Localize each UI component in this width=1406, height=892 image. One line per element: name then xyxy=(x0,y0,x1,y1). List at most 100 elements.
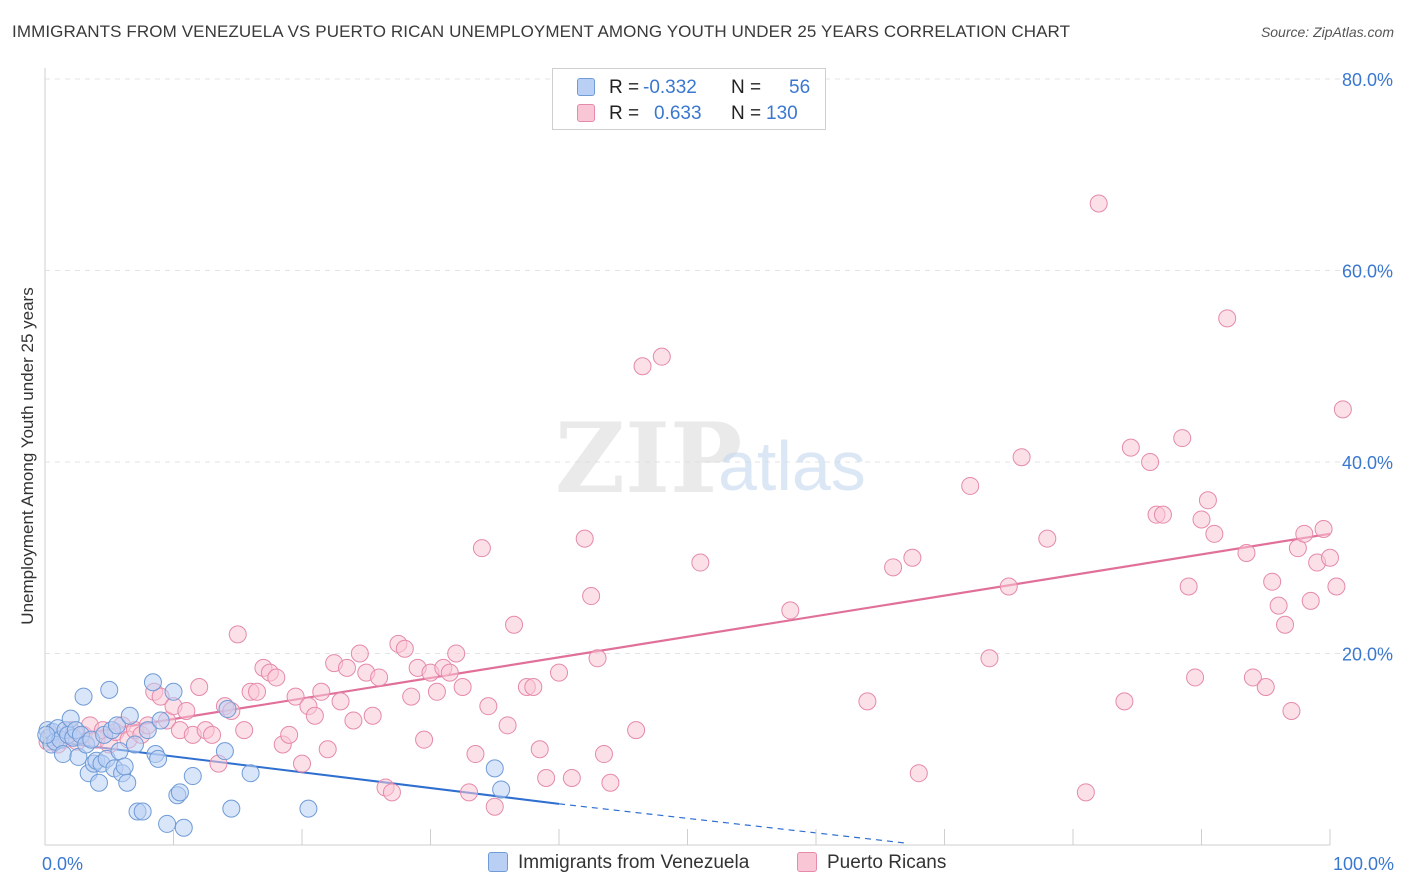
blue-swatch-icon xyxy=(577,78,595,96)
point-puerto-ricans xyxy=(588,649,607,668)
r-label: R = xyxy=(609,77,640,98)
legend-label-venezuela: Immigrants from Venezuela xyxy=(518,852,750,873)
point-puerto-ricans xyxy=(344,711,363,730)
point-puerto-ricans xyxy=(312,682,331,701)
point-puerto-ricans xyxy=(633,357,652,376)
point-puerto-ricans xyxy=(293,754,311,773)
point-puerto-ricans xyxy=(460,783,479,802)
point-venezuela xyxy=(183,767,202,786)
point-puerto-ricans xyxy=(582,587,601,606)
point-puerto-ricans xyxy=(472,539,491,558)
point-venezuela xyxy=(120,706,139,725)
point-puerto-ricans xyxy=(961,476,980,495)
trend-line-puerto-ricans xyxy=(44,532,1331,741)
point-venezuela xyxy=(151,711,170,730)
point-venezuela xyxy=(118,773,137,792)
point-puerto-ricans xyxy=(1038,529,1057,548)
legend-label-puerto-ricans: Puerto Ricans xyxy=(827,852,947,873)
point-venezuela xyxy=(53,745,72,764)
legend-item-venezuela: Immigrants from Venezuela xyxy=(488,852,749,874)
point-puerto-ricans xyxy=(1237,543,1256,562)
watermark-atlas: atlas xyxy=(718,427,866,505)
point-venezuela xyxy=(89,773,108,792)
point-puerto-ricans xyxy=(1269,596,1288,615)
point-puerto-ricans xyxy=(1115,692,1134,711)
point-puerto-ricans xyxy=(280,725,299,744)
point-venezuela xyxy=(125,735,144,754)
point-venezuela xyxy=(299,799,318,818)
point-puerto-ricans xyxy=(1141,453,1160,471)
point-puerto-ricans xyxy=(235,721,254,740)
point-puerto-ricans xyxy=(980,649,999,668)
point-venezuela xyxy=(143,673,162,692)
n-value-puerto-ricans: 130 xyxy=(766,103,798,124)
source-credit: Source: ZipAtlas.com xyxy=(1260,24,1394,40)
point-puerto-ricans xyxy=(190,678,209,697)
point-puerto-ricans xyxy=(1243,668,1262,687)
legend-item-puerto-ricans: Puerto Ricans xyxy=(797,852,946,874)
pink-swatch-icon xyxy=(797,852,817,872)
point-puerto-ricans xyxy=(1153,505,1172,524)
point-venezuela xyxy=(149,749,168,768)
point-puerto-ricans xyxy=(395,639,414,658)
point-puerto-ricans xyxy=(1295,524,1314,543)
point-venezuela xyxy=(138,721,157,740)
x-tick-label: 0.0% xyxy=(42,854,83,874)
point-puerto-ricans xyxy=(903,548,922,567)
point-puerto-ricans xyxy=(1186,668,1205,687)
point-puerto-ricans xyxy=(286,687,305,706)
point-puerto-ricans xyxy=(350,644,369,663)
n-label: N = xyxy=(731,103,762,124)
point-puerto-ricans xyxy=(1179,577,1198,596)
point-puerto-ricans xyxy=(1327,577,1346,596)
point-puerto-ricans xyxy=(594,745,613,764)
point-puerto-ricans xyxy=(537,768,556,787)
correlation-legend: R = -0.332 N = 56 R = 0.633 N = 130 xyxy=(552,68,826,130)
point-puerto-ricans xyxy=(1256,678,1275,697)
point-venezuela xyxy=(174,818,193,837)
point-puerto-ricans xyxy=(1301,591,1320,610)
point-venezuela xyxy=(241,764,260,783)
point-venezuela xyxy=(107,716,126,735)
point-puerto-ricans xyxy=(884,558,903,577)
point-puerto-ricans xyxy=(562,768,581,787)
n-value-venezuela: 56 xyxy=(789,77,811,98)
point-puerto-ricans xyxy=(203,725,222,744)
y-tick-label: 80.0% xyxy=(1342,70,1393,90)
point-puerto-ricans xyxy=(305,706,324,725)
r-value-venezuela: -0.332 xyxy=(643,77,697,98)
point-puerto-ricans xyxy=(331,692,350,711)
point-puerto-ricans xyxy=(1205,524,1224,543)
point-puerto-ricans xyxy=(691,553,710,572)
point-puerto-ricans xyxy=(524,678,543,697)
point-puerto-ricans xyxy=(575,529,594,548)
blue-swatch-icon xyxy=(488,852,508,872)
point-venezuela xyxy=(170,783,189,802)
point-puerto-ricans xyxy=(382,783,401,802)
point-puerto-ricans xyxy=(909,764,928,783)
point-puerto-ricans xyxy=(1282,701,1301,720)
point-puerto-ricans xyxy=(1276,615,1295,634)
point-puerto-ricans xyxy=(248,682,267,701)
point-puerto-ricans xyxy=(318,740,337,759)
point-puerto-ricans xyxy=(1012,448,1031,467)
point-puerto-ricans xyxy=(1173,429,1192,448)
point-venezuela xyxy=(485,759,504,778)
point-venezuela xyxy=(158,814,177,833)
point-venezuela xyxy=(74,687,93,706)
point-venezuela xyxy=(115,757,134,776)
point-puerto-ricans xyxy=(370,668,389,687)
point-puerto-ricans xyxy=(228,625,247,644)
point-venezuela xyxy=(222,799,241,818)
point-puerto-ricans xyxy=(447,644,466,663)
watermark-zip: ZIP xyxy=(555,402,742,515)
point-puerto-ricans xyxy=(1333,400,1352,419)
chart-title: IMMIGRANTS FROM VENEZUELA VS PUERTO RICA… xyxy=(12,22,1071,41)
point-puerto-ricans xyxy=(627,721,646,740)
point-venezuela xyxy=(218,700,237,719)
y-tick-label: 20.0% xyxy=(1342,645,1393,665)
point-puerto-ricans xyxy=(415,730,434,749)
point-puerto-ricans xyxy=(858,692,877,711)
point-puerto-ricans xyxy=(363,706,382,725)
trend-extension-venezuela xyxy=(558,803,907,844)
